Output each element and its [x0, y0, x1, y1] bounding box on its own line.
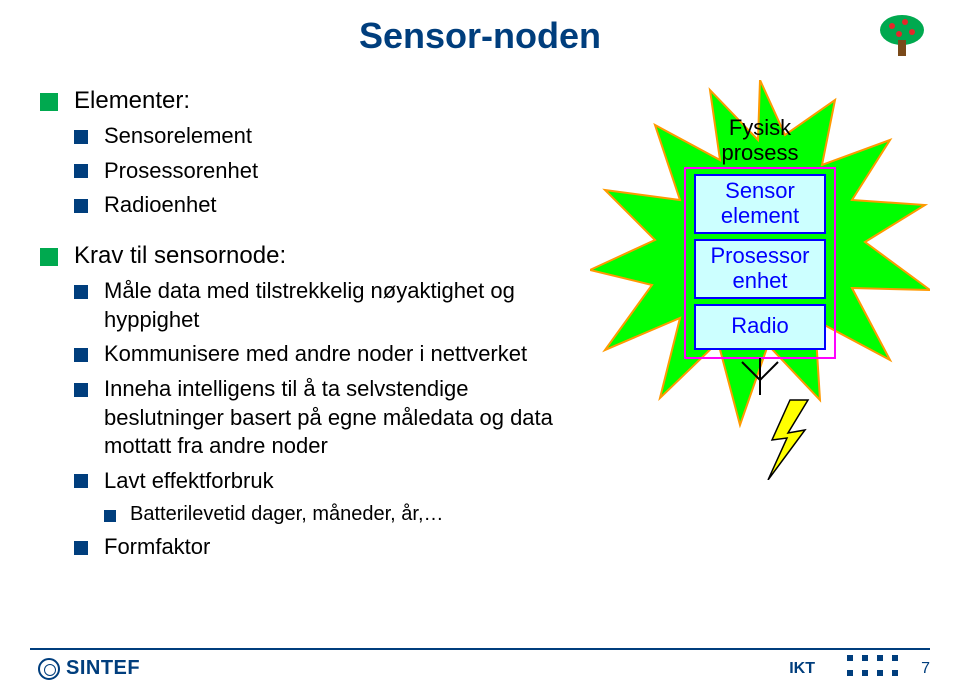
slide-title: Sensor-noden [0, 15, 960, 57]
sintef-circle-icon [38, 658, 60, 680]
bullet-inneha: Inneha intelligens til å ta selvstendige… [74, 375, 560, 461]
bullet-radioenhet: Radioenhet [74, 191, 560, 220]
bullet-content: Elementer: Sensorelement Prosessorenhet … [40, 85, 560, 568]
sensor-element-l2: element [721, 203, 799, 228]
bullet-lavt: Lavt effektforbruk [74, 467, 560, 496]
bullet-male: Måle data med tilstrekkelig nøyaktighet … [74, 277, 560, 334]
fysisk-label-2: prosess [721, 140, 798, 165]
radio-label: Radio [731, 313, 788, 338]
footer-divider [30, 648, 930, 650]
antenna-right [760, 362, 778, 380]
sensor-node-diagram: Fysisk prosess Sensor element Prosessor … [590, 80, 930, 480]
bullet-sensorelement: Sensorelement [74, 122, 560, 151]
bullet-batteri: Batterilevetid dager, måneder, år,… [104, 501, 560, 527]
prosessor-l1: Prosessor [710, 243, 809, 268]
fysisk-label-1: Fysisk [729, 115, 792, 140]
sintef-text: SINTEF [66, 657, 140, 680]
page-number: 7 [921, 660, 930, 678]
bullet-formfaktor: Formfaktor [74, 533, 560, 562]
footer-dots [847, 655, 902, 680]
sintef-logo: SINTEF [38, 657, 140, 680]
bullet-elementer: Elementer: [40, 85, 560, 116]
bullet-kommunisere: Kommunisere med andre noder i nettverket [74, 340, 560, 369]
ikt-label: IKT [789, 660, 815, 678]
bullet-prosessorenhet: Prosessorenhet [74, 157, 560, 186]
sensor-element-l1: Sensor [725, 178, 795, 203]
prosessor-l2: enhet [732, 268, 787, 293]
bullet-krav: Krav til sensornode: [40, 240, 560, 271]
